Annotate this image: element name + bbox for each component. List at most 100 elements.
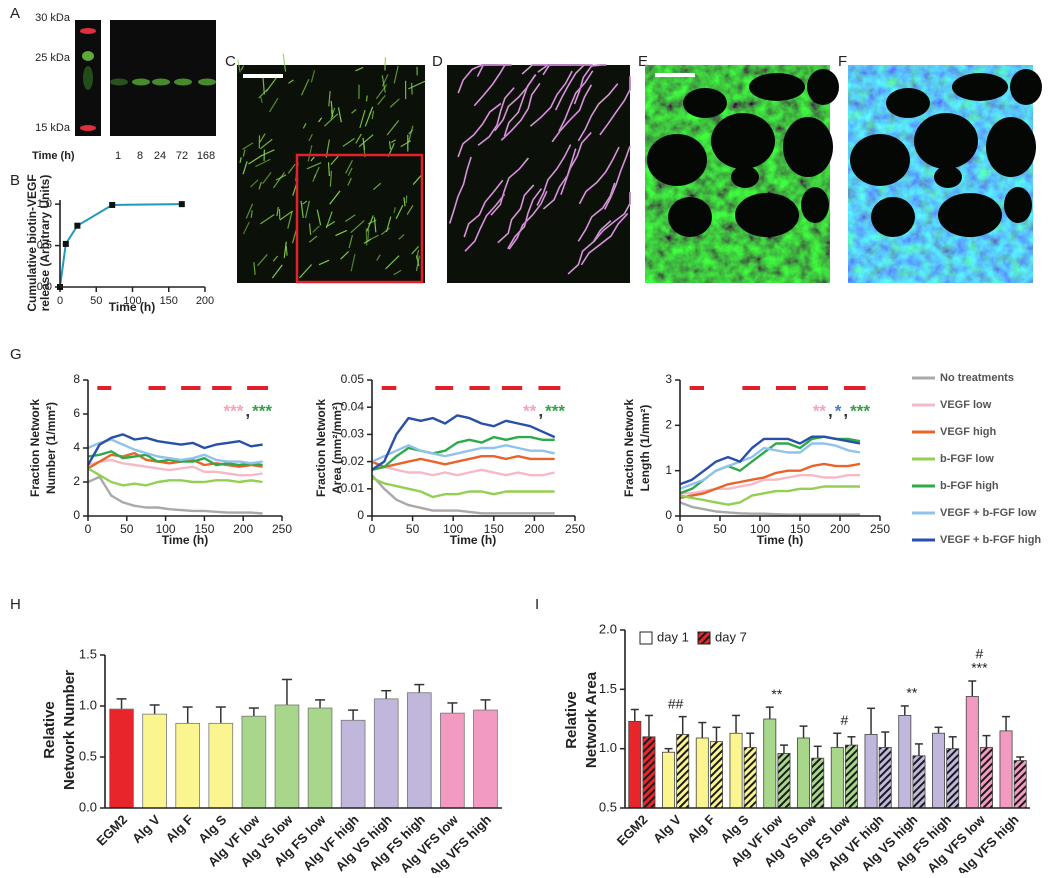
gel-lane-label: 168 [197, 150, 215, 162]
gel-band [152, 79, 170, 86]
bar [308, 708, 332, 808]
legend-swatch [640, 632, 652, 644]
significance: ## [668, 695, 684, 711]
lumen [986, 117, 1036, 177]
y-axis-label: Network Number [61, 670, 78, 790]
gel-band [110, 79, 128, 86]
lumen [1010, 69, 1042, 105]
y-tick-label: 0 [73, 508, 80, 522]
gel-band [82, 51, 94, 61]
bar [778, 753, 790, 808]
x-tick-label: 200 [233, 522, 253, 536]
y-tick-label: 0.5 [599, 799, 617, 814]
bar [845, 745, 857, 808]
series-line [60, 204, 182, 287]
cell [366, 96, 367, 102]
significance: *** [252, 401, 272, 420]
y-axis-label: Number (1/mm²) [44, 402, 58, 494]
marker [109, 202, 115, 208]
bar [275, 705, 299, 808]
significance: , [538, 401, 543, 420]
gel-band [132, 79, 150, 86]
y-tick-label: 1.5 [79, 646, 97, 661]
y-tick-label: 3 [665, 372, 672, 386]
gel-lane-label: 8 [137, 150, 143, 162]
bar [110, 709, 134, 808]
bar [242, 716, 266, 808]
x-tick-label: Alg V [650, 812, 684, 846]
bar [865, 734, 877, 808]
lumen [952, 73, 1008, 101]
bar [744, 747, 756, 808]
gel-lane-label: 24 [154, 150, 166, 162]
legend-swatch [698, 632, 710, 644]
panel-label: B [10, 172, 20, 189]
lumen [801, 187, 829, 223]
significance: *** [545, 401, 565, 420]
lumen [934, 166, 962, 188]
gel-lanes [110, 20, 216, 136]
gel-lane-label: 1 [115, 150, 121, 162]
significance: , [828, 401, 833, 420]
series-line [372, 415, 555, 469]
series-line [680, 502, 860, 514]
bar [341, 720, 365, 808]
bar [143, 714, 167, 808]
bar [730, 733, 742, 808]
x-axis-label: Time (h) [757, 533, 803, 547]
y-tick-label: 1.0 [79, 697, 97, 712]
gel-band [198, 79, 216, 86]
y-tick-label: 6 [73, 406, 80, 420]
y-tick-label: 0 [665, 508, 672, 522]
x-tick-label: 200 [830, 522, 850, 536]
series-line [680, 487, 860, 505]
y-axis-label: Network Area [583, 671, 600, 768]
bar [696, 738, 708, 808]
lumen [914, 113, 978, 169]
gel-band [83, 66, 93, 90]
y-tick-label: 1.0 [599, 740, 617, 755]
bar [662, 752, 674, 808]
x-tick-label: 250 [272, 522, 292, 536]
bar [629, 721, 641, 808]
x-tick-label: 150 [160, 295, 178, 307]
panel-label: C [225, 53, 236, 70]
y-axis-label: Fraction Network [622, 399, 636, 497]
y-tick-label: 2 [73, 474, 80, 488]
panel-label: G [10, 346, 22, 363]
lumen [711, 113, 775, 169]
y-tick-label: 1 [665, 463, 672, 477]
legend-label: VEGF high [940, 426, 997, 438]
x-tick-label: 50 [406, 522, 420, 536]
lumen [731, 166, 759, 188]
y-axis-label: Cumulative biotin-VEGF [25, 174, 39, 311]
bar [474, 710, 498, 808]
bar [764, 719, 776, 808]
legend-label: VEGF low [940, 399, 992, 411]
y-tick-label: 0.01 [341, 481, 365, 495]
bar [966, 696, 978, 808]
bar [797, 738, 809, 808]
panel-label: I [535, 596, 539, 613]
legend-label: No treatments [940, 372, 1014, 384]
lumen [783, 117, 833, 177]
significance: *** [224, 401, 244, 420]
series-line [372, 437, 555, 470]
lumen [683, 88, 727, 118]
x-tick-label: Alg F [684, 812, 718, 846]
significance: # [840, 712, 848, 728]
gel-marker-label: 15 kDa [35, 122, 71, 134]
micrograph [447, 65, 630, 283]
significance: # [975, 646, 983, 662]
panel-label: F [838, 53, 847, 70]
gel-band [80, 125, 96, 131]
y-tick-label: 0.05 [341, 372, 365, 386]
y-axis-label: Area (mm²/mm²) [330, 402, 344, 494]
y-axis-label: Length (1/mm²) [638, 405, 652, 492]
bar [932, 733, 944, 808]
series-line [372, 478, 555, 497]
legend-label: day 1 [657, 629, 689, 644]
